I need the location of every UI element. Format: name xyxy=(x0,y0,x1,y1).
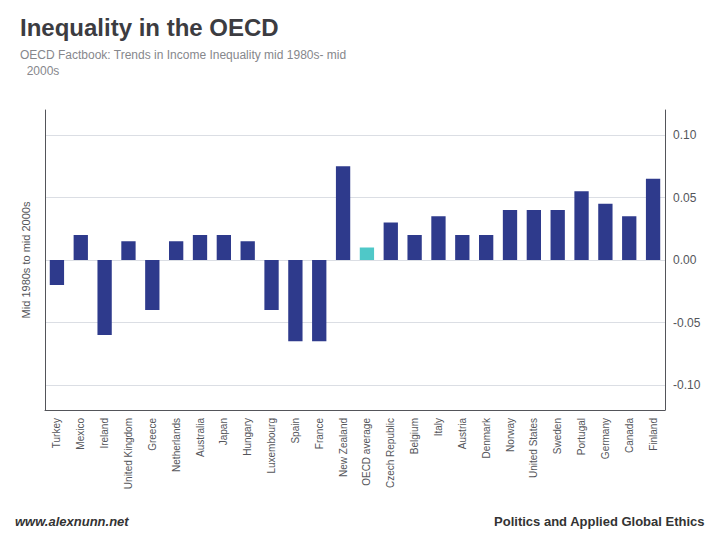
svg-text:-0.10: -0.10 xyxy=(673,378,701,392)
svg-text:Canada: Canada xyxy=(624,418,635,453)
svg-text:United Kingdom: United Kingdom xyxy=(123,418,134,489)
svg-text:0.10: 0.10 xyxy=(673,128,697,142)
svg-text:www.alexnunn.net: www.alexnunn.net xyxy=(15,514,129,529)
svg-text:Politics and Applied Global Et: Politics and Applied Global Ethics xyxy=(494,514,704,529)
svg-text:Sweden: Sweden xyxy=(552,418,563,454)
svg-text:-0.05: -0.05 xyxy=(673,316,701,330)
svg-text:Luxembourg: Luxembourg xyxy=(266,418,277,474)
svg-text:Germany: Germany xyxy=(600,418,611,459)
svg-text:OECD average: OECD average xyxy=(361,418,372,486)
svg-text:Hungary: Hungary xyxy=(242,418,253,456)
svg-text:Czech Republic: Czech Republic xyxy=(385,418,396,488)
svg-text:Denmark: Denmark xyxy=(481,417,492,459)
svg-text:Spain: Spain xyxy=(290,418,301,444)
svg-text:Ireland: Ireland xyxy=(99,418,110,449)
svg-text:New Zealand: New Zealand xyxy=(338,418,349,477)
svg-text:Italy: Italy xyxy=(433,418,444,436)
svg-text:Mexico: Mexico xyxy=(75,418,86,450)
svg-text:2000s: 2000s xyxy=(20,64,59,78)
svg-text:Inequality in the OECD: Inequality in the OECD xyxy=(20,14,279,41)
svg-text:Australia: Australia xyxy=(195,418,206,457)
svg-text:Portugal: Portugal xyxy=(576,418,587,455)
svg-text:Norway: Norway xyxy=(505,418,516,452)
svg-text:Turkey: Turkey xyxy=(51,418,62,448)
svg-text:Mid 1980s to mid 2000s: Mid 1980s to mid 2000s xyxy=(20,201,32,318)
svg-text:United States: United States xyxy=(528,418,539,478)
svg-text:Netherlands: Netherlands xyxy=(171,418,182,472)
svg-text:Austria: Austria xyxy=(457,418,468,450)
svg-text:Japan: Japan xyxy=(218,418,229,445)
svg-text:Greece: Greece xyxy=(147,418,158,451)
svg-text:Finland: Finland xyxy=(648,418,659,451)
svg-text:0.00: 0.00 xyxy=(673,253,697,267)
svg-text:Belgium: Belgium xyxy=(409,418,420,454)
svg-text:France: France xyxy=(314,418,325,450)
svg-text:OECD Factbook: Trends in Incom: OECD Factbook: Trends in Income Inequali… xyxy=(20,48,346,62)
svg-text:0.05: 0.05 xyxy=(673,191,697,205)
